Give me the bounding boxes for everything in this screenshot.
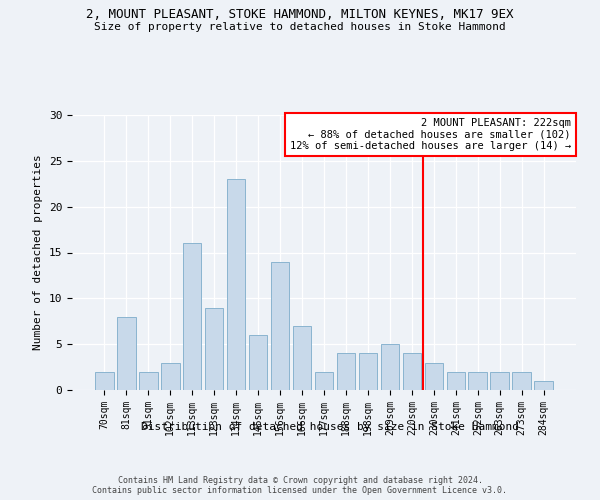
Text: Contains HM Land Registry data © Crown copyright and database right 2024.
Contai: Contains HM Land Registry data © Crown c… (92, 476, 508, 495)
Bar (512, 372, 531, 390)
Y-axis label: Number of detached properties: Number of detached properties (33, 154, 43, 350)
Bar (425, 362, 443, 390)
Bar (249, 335, 268, 390)
Bar (469, 372, 487, 390)
Bar (490, 372, 509, 390)
Bar (535, 381, 553, 390)
Bar (380, 344, 399, 390)
Bar (117, 316, 136, 390)
Bar (95, 372, 113, 390)
Bar (403, 354, 421, 390)
Text: Size of property relative to detached houses in Stoke Hammond: Size of property relative to detached ho… (94, 22, 506, 32)
Bar (161, 362, 179, 390)
Bar (293, 326, 311, 390)
Bar (183, 244, 202, 390)
Bar (271, 262, 289, 390)
Bar (139, 372, 158, 390)
Text: Distribution of detached houses by size in Stoke Hammond: Distribution of detached houses by size … (141, 422, 519, 432)
Bar (314, 372, 334, 390)
Bar (446, 372, 465, 390)
Bar (227, 179, 245, 390)
Bar (337, 354, 355, 390)
Text: 2, MOUNT PLEASANT, STOKE HAMMOND, MILTON KEYNES, MK17 9EX: 2, MOUNT PLEASANT, STOKE HAMMOND, MILTON… (86, 8, 514, 20)
Bar (359, 354, 377, 390)
Text: 2 MOUNT PLEASANT: 222sqm
← 88% of detached houses are smaller (102)
12% of semi-: 2 MOUNT PLEASANT: 222sqm ← 88% of detach… (290, 118, 571, 151)
Bar (205, 308, 223, 390)
